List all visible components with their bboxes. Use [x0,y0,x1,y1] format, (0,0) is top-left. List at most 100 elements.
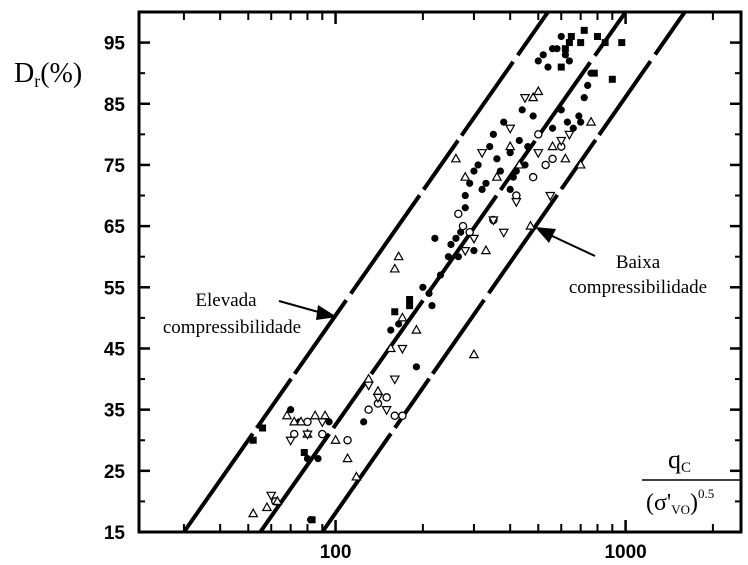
data-point-filled-circle [512,167,520,175]
data-point-filled-circle [524,142,532,151]
y-tick-label: 75 [104,156,126,177]
y-axis-label: Dr(%) [14,58,82,91]
data-point-triangle-down [397,344,408,355]
data-point-open-circle [458,221,468,231]
data-point-filled-square [557,63,565,71]
annotation-low-compressibility: Baixa compressibilidade [535,227,707,298]
data-point-triangle-down [533,149,544,159]
data-point-filled-circle [436,271,445,279]
data-point-triangle-up [411,324,422,334]
data-point-triangle-up [363,373,374,383]
data-point-triangle-up [247,507,259,518]
data-point-filled-circle [428,302,436,310]
data-point-filled-circle [452,234,460,242]
data-point-triangle-down [468,234,480,245]
data-point-filled-circle [461,191,469,200]
data-point-triangle-up [460,171,471,181]
data-point-triangle-up [389,263,400,273]
x-axis-label-denominator: (σ'VO)0.5 [646,486,714,517]
data-point-triangle-up [585,116,597,126]
annotation-low-compressibility-arrow-shaft [549,234,596,257]
data-point-filled-circle [561,51,569,59]
data-point-triangle-down [302,430,313,440]
data-point-filled-square [406,296,414,304]
annotation-high-compressibility-line-2: compressibilidade [163,317,301,338]
data-points [247,26,626,524]
data-point-open-circle [534,130,543,139]
data-point-triangle-up [397,312,408,322]
data-point-filled-circle [444,253,453,261]
data-point-filled-circle [486,142,494,151]
data-point-filled-circle [387,326,395,334]
data-point-triangle-down [519,94,531,104]
data-point-triangle-up [288,416,300,426]
data-point-filled-circle [489,130,497,138]
data-point-triangle-up [319,410,331,420]
data-point-filled-circle [454,253,462,261]
data-point-triangle-up [514,159,525,169]
data-point-filled-circle [466,179,474,187]
data-point-filled-square [565,39,573,47]
data-point-triangle-down [460,246,471,257]
data-point-filled-square [561,45,569,53]
data-point-triangle-up [351,471,362,481]
y-tick-label: 35 [104,401,126,422]
data-point-filled-circle [457,228,465,236]
data-point-filled-circle [447,240,455,249]
annotation-low-compressibility-arrow-icon [535,227,556,243]
data-point-filled-square [577,39,585,47]
data-point-filled-circle [325,418,333,426]
data-point-filled-circle [314,454,322,463]
y-tick-label: 85 [104,95,126,116]
data-point-triangle-down [363,381,374,391]
annotation-high-compressibility: Elevada compressibilidade [163,290,337,338]
data-point-triangle-up [309,410,321,420]
data-point-open-circle [541,160,550,170]
data-point-open-circle [548,154,557,164]
data-point-triangle-up [393,250,404,261]
data-point-triangle-up [575,159,586,169]
data-point-filled-circle [584,81,592,90]
data-point-triangle-up [330,434,341,444]
data-point-filled-circle [425,289,433,298]
data-point-triangle-down [266,491,277,502]
data-point-filled-square [300,448,308,456]
data-point-filled-circle [563,118,571,126]
data-point-open-circle [318,429,327,439]
data-point-filled-circle [565,57,573,65]
data-point-filled-circle [431,234,439,242]
data-point-triangle-down [556,136,567,147]
data-point-filled-square [593,32,601,40]
data-point-triangle-down [564,130,575,141]
data-point-filled-square [567,32,575,40]
data-point-triangle-down [488,216,499,226]
annotation-high-compressibility-arrow-shaft [278,300,323,314]
y-tick-label: 65 [104,217,126,238]
data-point-triangle-down [317,418,328,428]
data-point-filled-square [608,75,616,83]
data-point-filled-circle [478,185,486,194]
data-point-filled-circle [470,246,478,255]
data-point-triangle-up [491,171,503,181]
data-point-filled-circle [306,516,315,524]
y-tick-label: 15 [104,523,126,544]
data-point-filled-square [580,26,588,34]
data-point-filled-circle [587,69,595,77]
data-point-open-circle [343,435,352,445]
data-point-filled-circle [360,418,368,426]
data-point-filled-circle [548,124,557,132]
data-point-filled-circle [534,57,542,65]
data-point-triangle-up [533,85,544,96]
data-point-filled-circle [303,454,312,463]
data-point-filled-square [249,436,257,444]
y-tick-label: 45 [104,339,126,360]
data-point-triangle-up [281,410,293,420]
data-point-filled-circle [577,118,585,126]
data-point-filled-square [618,39,626,47]
reference-line-middle [258,12,628,532]
data-point-filled-circle [575,112,583,120]
annotation-high-compressibility-arrow-icon [316,305,337,320]
data-point-filled-square [391,308,399,316]
data-point-triangle-down [372,393,384,404]
